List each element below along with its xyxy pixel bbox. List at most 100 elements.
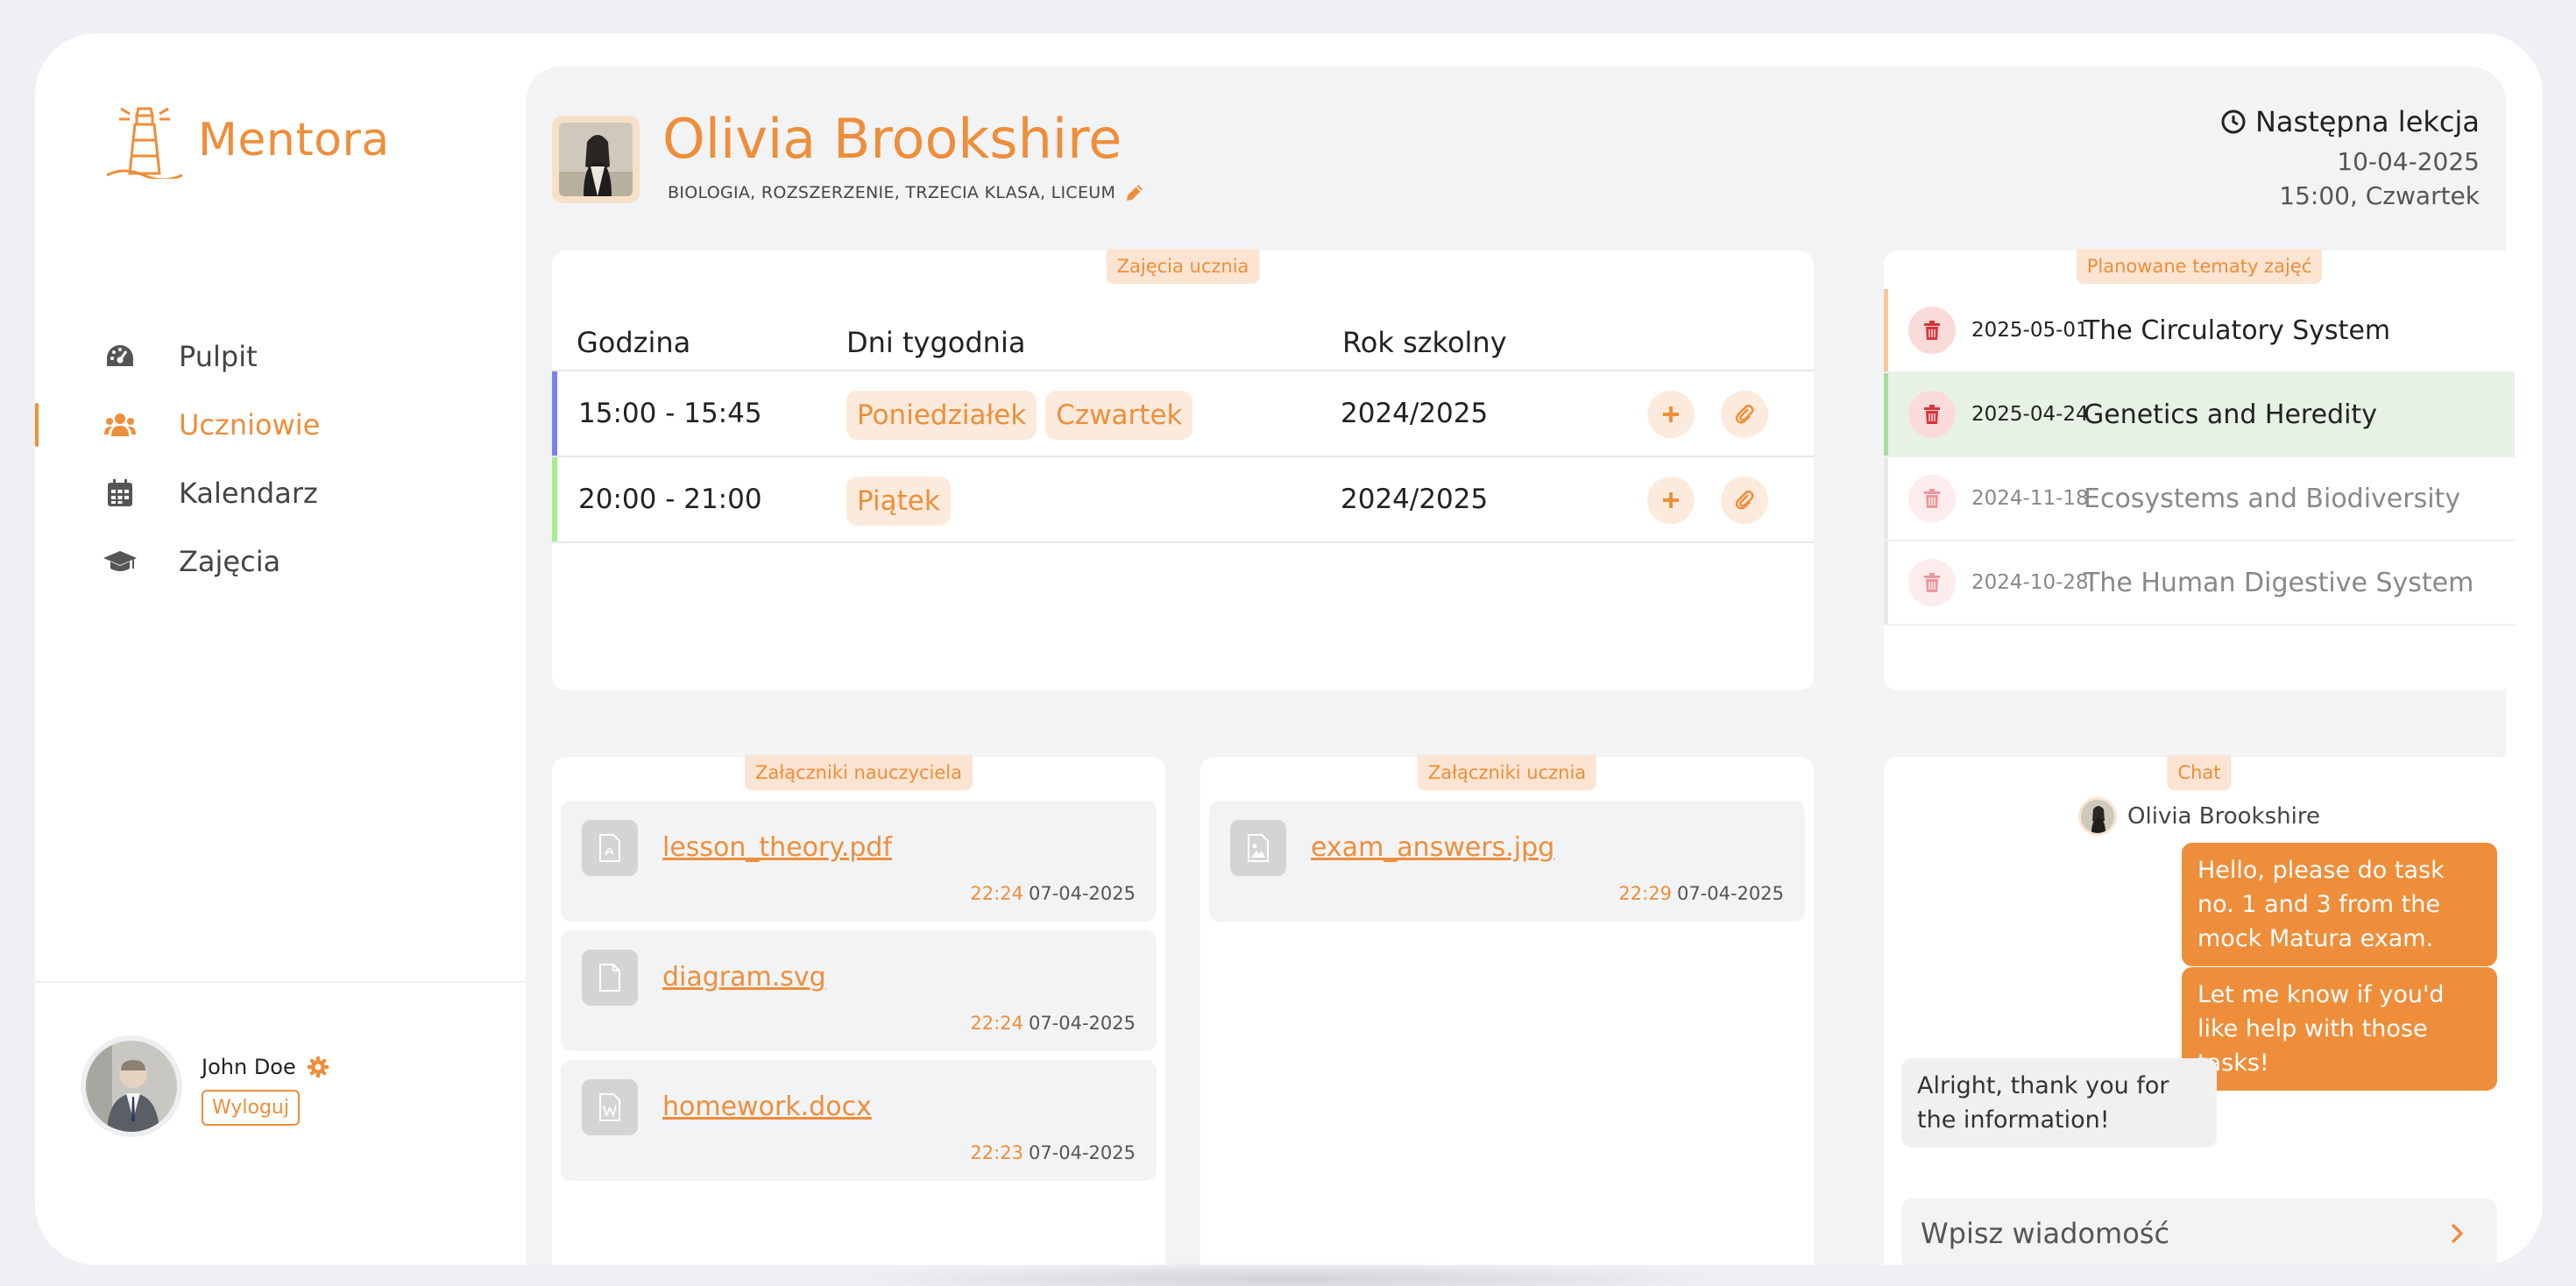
- message-input[interactable]: Wpisz wiadomość: [1901, 1198, 2497, 1265]
- attachment-name[interactable]: homework.docx: [662, 1092, 872, 1122]
- topic-bar: [1884, 541, 1888, 624]
- next-lesson-title: Następna lekcja: [2254, 105, 2480, 138]
- main-content: Olivia Brookshire BIOLOGIA, ROZSZERZENIE…: [526, 67, 2515, 1265]
- attachment-date: 07-04-2025: [1028, 1142, 1136, 1163]
- column-header-days: Dni tygodnia: [846, 326, 1026, 359]
- attachment-name[interactable]: exam_answers.jpg: [1311, 832, 1555, 863]
- class-days: Piątek: [846, 477, 951, 526]
- graduation-cap-icon: [103, 545, 137, 578]
- topic-item[interactable]: 2024-11-18 Ecosystems and Biodiversity: [1884, 457, 2515, 541]
- card-tag: Zajęcia ucznia: [1106, 249, 1260, 284]
- gear-icon[interactable]: [307, 1056, 329, 1078]
- brand-name: Mentora: [198, 114, 390, 166]
- avatar[interactable]: [81, 1035, 182, 1137]
- user-name: John Doe: [202, 1055, 296, 1079]
- sidebar-item-pulpit[interactable]: Pulpit: [35, 322, 526, 391]
- class-time: 20:00 - 21:00: [578, 484, 762, 515]
- attachment-time: 22:24: [970, 1013, 1023, 1034]
- planned-topics-card: Planowane tematy zajęć 2025-05-01 The Ci…: [1884, 249, 2515, 690]
- attachment-date: 07-04-2025: [1676, 883, 1784, 904]
- card-tag: Załączniki ucznia: [1417, 755, 1597, 790]
- attachment-name[interactable]: diagram.svg: [662, 962, 826, 993]
- add-button[interactable]: [1647, 477, 1695, 524]
- sidebar-item-label: Kalendarz: [179, 477, 318, 510]
- topic-bar: [1884, 457, 1888, 540]
- user-name-row: John Doe: [202, 1055, 329, 1079]
- next-lesson-time: 15:00, Czwartek: [2279, 181, 2480, 210]
- delete-topic-button[interactable]: [1908, 559, 1956, 606]
- sidebar-item-label: Pulpit: [179, 340, 258, 373]
- bottom-shadow: [824, 1261, 1752, 1286]
- attachment-item[interactable]: homework.docx 22:23 07-04-2025: [561, 1060, 1157, 1181]
- student-subtitle: BIOLOGIA, ROZSZERZENIE, TRZECIA KLASA, L…: [668, 183, 1116, 202]
- class-year: 2024/2025: [1341, 398, 1489, 429]
- attachment-meta: 22:24 07-04-2025: [970, 1013, 1136, 1034]
- word-file-icon: [582, 1079, 638, 1135]
- card-tag: Chat: [2167, 755, 2232, 790]
- add-button[interactable]: [1647, 391, 1695, 438]
- topic-item[interactable]: 2025-05-01 The Circulatory System: [1884, 289, 2515, 373]
- attachment-name[interactable]: lesson_theory.pdf: [662, 832, 893, 863]
- sidebar-nav: Pulpit Uczniowie Kalendarz Zajęcia: [35, 322, 526, 596]
- attachment-date: 07-04-2025: [1028, 1013, 1136, 1034]
- trash-icon: [1924, 573, 1940, 592]
- chat-peer-name: Olivia Brookshire: [2127, 803, 2320, 830]
- sidebar-item-label: Uczniowie: [179, 408, 321, 442]
- student-details: BIOLOGIA, ROZSZERZENIE, TRZECIA KLASA, L…: [668, 182, 1145, 203]
- users-icon: [103, 408, 137, 442]
- avatar: [2078, 797, 2118, 836]
- app-window: Mentora Pulpit Uczniowie Kalendarz: [35, 33, 2543, 1265]
- sidebar-item-label: Zajęcia: [179, 545, 281, 578]
- sidebar-item-uczniowie[interactable]: Uczniowie: [35, 391, 526, 459]
- attachment-meta: 22:24 07-04-2025: [970, 883, 1136, 904]
- next-lesson-title-row: Następna lekcja: [2220, 105, 2480, 138]
- topic-name: The Human Digestive System: [2084, 567, 2474, 598]
- plus-icon: [1663, 406, 1679, 422]
- day-chip: Poniedziałek: [846, 391, 1037, 440]
- class-time: 15:00 - 15:45: [578, 398, 762, 429]
- sidebar-item-zajecia[interactable]: Zajęcia: [35, 527, 526, 596]
- attachment-item[interactable]: diagram.svg 22:24 07-04-2025: [561, 930, 1157, 1051]
- attach-button[interactable]: [1721, 477, 1768, 524]
- table-row[interactable]: 15:00 - 15:45 Poniedziałek Czwartek 2024…: [552, 371, 1814, 457]
- calendar-icon: [103, 477, 137, 510]
- topic-date: 2024-11-18: [1971, 487, 2089, 510]
- attachment-time: 22:29: [1618, 883, 1672, 904]
- user-panel: John Doe Wyloguj: [35, 981, 526, 1265]
- attachment-item[interactable]: exam_answers.jpg 22:29 07-04-2025: [1209, 801, 1805, 922]
- card-tag: Planowane tematy zajęć: [2076, 249, 2323, 284]
- topic-item[interactable]: 2024-10-28 The Human Digestive System: [1884, 541, 2515, 625]
- student-classes-card: Zajęcia ucznia Godzina Dni tygodnia Rok …: [552, 249, 1814, 690]
- attachment-item[interactable]: lesson_theory.pdf 22:24 07-04-2025: [561, 801, 1157, 922]
- chat-peer: Olivia Brookshire: [1884, 797, 2515, 836]
- pdf-file-icon: [582, 820, 638, 876]
- topic-name: Genetics and Heredity: [2084, 399, 2377, 430]
- row-color-bar: [552, 457, 557, 541]
- topic-bar: [1884, 373, 1888, 456]
- trash-icon: [1924, 405, 1940, 424]
- topic-item[interactable]: 2025-04-24 Genetics and Heredity: [1884, 373, 2515, 457]
- attach-button[interactable]: [1721, 391, 1768, 438]
- day-chip: Piątek: [846, 477, 951, 526]
- file-icon: [582, 950, 638, 1006]
- trash-icon: [1924, 489, 1940, 508]
- card-tag: Załączniki nauczyciela: [745, 755, 973, 790]
- next-lesson-date: 10-04-2025: [2337, 147, 2480, 176]
- column-header-year: Rok szkolny: [1342, 326, 1507, 359]
- delete-topic-button[interactable]: [1908, 475, 1956, 522]
- logo[interactable]: Mentora: [103, 102, 390, 179]
- logout-button[interactable]: Wyloguj: [202, 1090, 300, 1126]
- delete-topic-button[interactable]: [1908, 307, 1956, 354]
- delete-topic-button[interactable]: [1908, 391, 1956, 438]
- message-input-placeholder: Wpisz wiadomość: [1921, 1217, 2170, 1250]
- pencil-icon[interactable]: [1124, 182, 1145, 203]
- table-row[interactable]: 20:00 - 21:00 Piątek 2024/2025: [552, 457, 1814, 543]
- chevron-right-icon[interactable]: [2443, 1219, 2471, 1247]
- sidebar-item-kalendarz[interactable]: Kalendarz: [35, 459, 526, 527]
- student-avatar[interactable]: [552, 116, 640, 203]
- chat-card: Chat Olivia Brookshire Hello, please do …: [1884, 755, 2515, 1265]
- class-days: Poniedziałek Czwartek: [846, 391, 1193, 440]
- paperclip-icon: [1735, 404, 1754, 424]
- dashboard-icon: [103, 340, 137, 373]
- attachment-meta: 22:29 07-04-2025: [1618, 883, 1784, 904]
